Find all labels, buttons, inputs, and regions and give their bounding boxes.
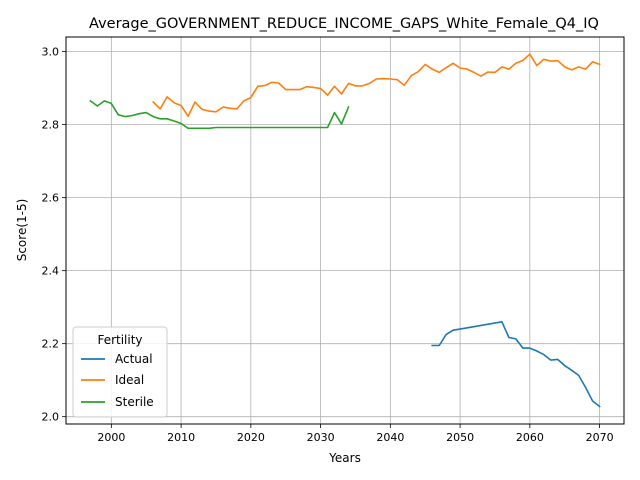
legend: Fertility Actual Ideal Sterile: [72, 326, 168, 418]
plot-series: [89, 53, 601, 408]
y-tick-label: 3.0: [42, 46, 60, 59]
legend-label-ideal: Ideal: [115, 373, 144, 387]
legend-box: [72, 326, 168, 418]
axis-ticks: 2000 2010 2020 2030 2040 2050 2060 2070 2.0 2.2 2.…: [42, 46, 614, 444]
series-line-sterile: [89, 99, 350, 130]
x-tick-label: 2050: [446, 431, 474, 444]
y-axis-label: Score(1-5): [15, 199, 29, 262]
series-line-actual: [431, 320, 601, 408]
y-tick-label: 2.6: [42, 192, 60, 205]
y-tick-label: 2.0: [42, 411, 60, 424]
x-tick-label: 2000: [97, 431, 125, 444]
y-tick-label: 2.8: [42, 119, 60, 132]
x-axis-label: Years: [328, 451, 361, 465]
x-tick-label: 2040: [376, 431, 404, 444]
series-line-ideal: [152, 53, 601, 117]
plot-area-frame: [65, 36, 625, 425]
y-tick-label: 2.2: [42, 338, 60, 351]
x-tick-label: 2060: [516, 431, 544, 444]
x-tick-label: 2010: [167, 431, 195, 444]
y-tick-label: 2.4: [42, 265, 60, 278]
chart-title: Average_GOVERNMENT_REDUCE_INCOME_GAPS_Wh…: [89, 16, 599, 32]
legend-title: Fertility: [97, 333, 142, 347]
x-tick-label: 2030: [307, 431, 335, 444]
legend-label-sterile: Sterile: [115, 395, 154, 409]
x-tick-label: 2070: [586, 431, 614, 444]
legend-label-actual: Actual: [115, 352, 153, 366]
x-tick-label: 2020: [237, 431, 265, 444]
